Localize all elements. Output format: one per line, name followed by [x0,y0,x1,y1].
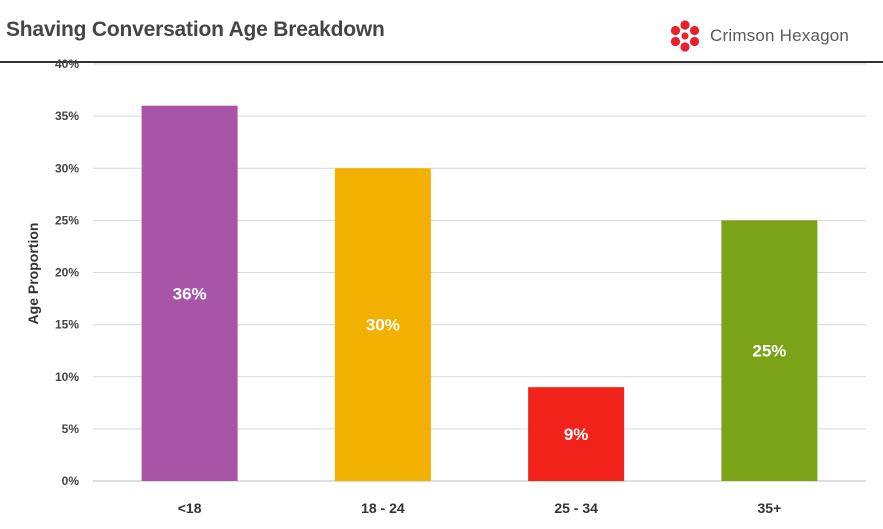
x-tick-label: 25 - 34 [554,500,598,516]
y-tick-label: 0% [62,474,80,488]
chart-header: Shaving Conversation Age Breakdown Crims… [0,0,883,62]
logo-dot [670,25,681,36]
bar-data-label: 30% [366,316,400,335]
bar-data-label: 36% [173,284,207,303]
y-tick-label: 40% [55,57,79,71]
brand-name: Crimson Hexagon [710,26,850,45]
logo-dot [689,36,700,47]
x-tick-label: <18 [178,500,202,516]
logo-dot [680,42,690,52]
crimson-hexagon-logo-icon [670,20,700,52]
bar [334,168,431,481]
chart-title: Shaving Conversation Age Breakdown [6,18,385,41]
logo-dot [689,25,700,36]
bar [721,220,818,481]
bar-data-label: 9% [564,425,589,444]
y-tick-label: 5% [62,422,80,436]
y-tick-label: 30% [55,161,79,175]
y-axis-label: Age Proportion [25,223,41,325]
x-tick-label: 18 - 24 [361,500,405,516]
x-tick-label: 35+ [758,500,782,516]
y-tick-label: 15% [55,318,79,332]
bar [528,387,625,481]
y-tick-label: 25% [55,213,79,227]
bar [141,105,238,481]
y-tick-label: 35% [55,109,79,123]
y-tick-label: 10% [55,370,79,384]
header-divider [0,61,883,63]
logo-dot [680,20,690,30]
bar-data-label: 25% [752,342,786,361]
y-tick-label: 20% [55,266,79,280]
logo-dot [670,36,681,47]
brand: Crimson Hexagon [668,20,849,52]
logo-dot [681,32,689,40]
